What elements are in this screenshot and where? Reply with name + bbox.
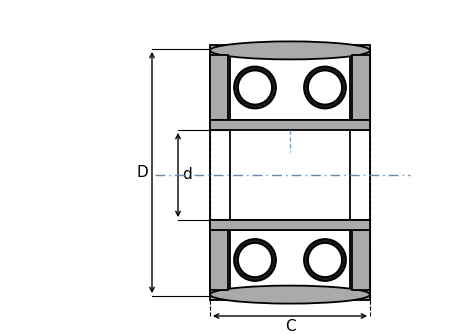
Bar (210, 220, 369, 300)
Circle shape (308, 70, 341, 105)
Ellipse shape (210, 41, 369, 59)
Circle shape (237, 243, 271, 277)
Bar (230, 130, 349, 220)
Bar (210, 220, 369, 230)
Text: C: C (284, 319, 295, 334)
Bar (351, 55, 369, 120)
Circle shape (234, 66, 275, 109)
Circle shape (303, 239, 345, 281)
Circle shape (234, 239, 275, 281)
Bar (230, 230, 349, 290)
Bar (351, 230, 369, 290)
Ellipse shape (210, 286, 369, 304)
Text: D: D (136, 165, 147, 180)
Circle shape (303, 66, 345, 109)
Bar (210, 230, 228, 290)
Bar (210, 120, 369, 130)
Bar (210, 55, 228, 120)
Circle shape (237, 70, 271, 105)
Circle shape (308, 243, 341, 277)
Bar (210, 45, 369, 130)
Text: d: d (182, 167, 191, 182)
Bar (230, 55, 349, 120)
